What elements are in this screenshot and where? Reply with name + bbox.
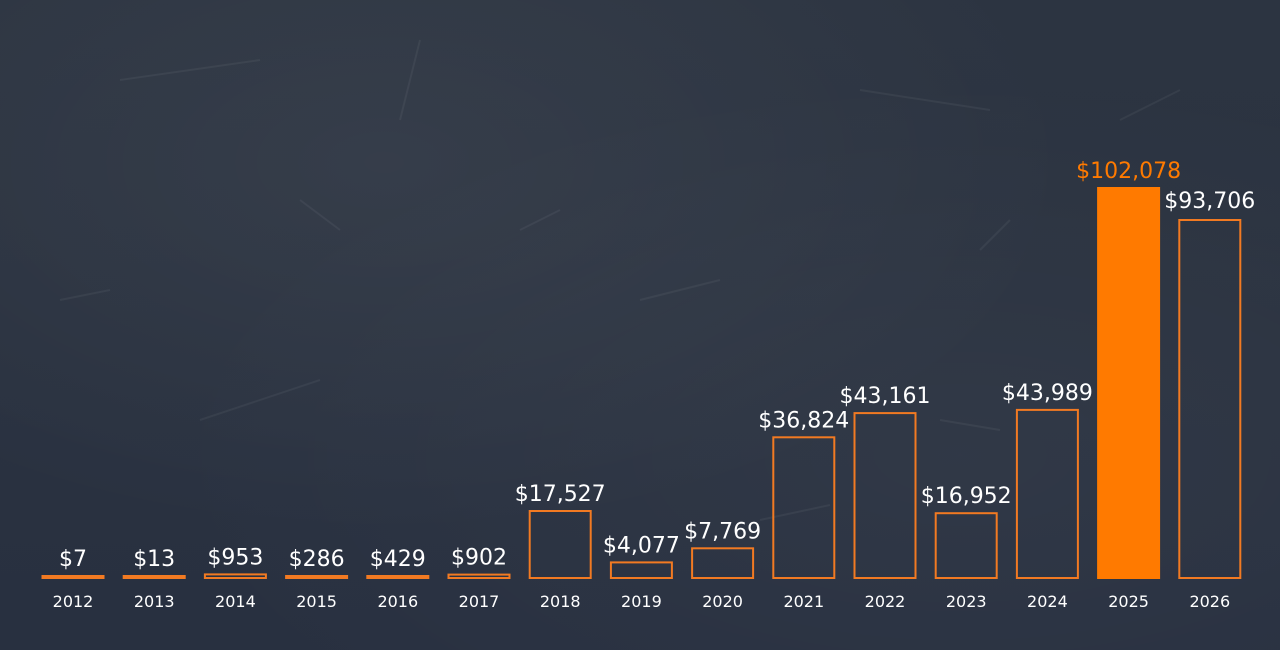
bar-2013 [122,575,186,579]
chalk-scratch [639,279,721,301]
bars-layer [41,187,1242,580]
value-label-2021: $36,824 [758,408,849,433]
value-label-2017: $902 [451,546,507,571]
bar-2021 [772,436,836,579]
chalk-scratch [859,89,991,111]
category-label-2026: 2026 [1189,592,1230,611]
value-label-2019: $4,077 [603,533,680,558]
bar-2016 [366,575,430,579]
value-label-2025: $102,078 [1076,159,1181,184]
chalk-scratch [1119,89,1181,121]
chalk-scratch [199,379,321,421]
category-label-2023: 2023 [946,592,987,611]
bar-2024 [1015,408,1079,579]
value-label-2026: $93,706 [1164,189,1255,214]
bar-2018 [528,510,592,579]
category-label-2017: 2017 [459,592,500,611]
bar-2023 [934,512,998,580]
chalk-scratch [939,419,1001,431]
value-label-2013: $13 [133,547,175,572]
chalk-scratch [399,39,421,121]
bar-2026 [1178,219,1242,579]
chalk-scratch [979,219,1011,251]
value-label-2023: $16,952 [921,484,1012,509]
category-label-2012: 2012 [53,592,94,611]
chalk-scratch [59,289,111,301]
category-labels-layer: 2012 2013 2014 2015 2016 2017 2018 2019 2020 2021… [53,592,1231,611]
category-label-2025: 2025 [1108,592,1149,611]
category-label-2019: 2019 [621,592,662,611]
chalk-scratch [299,199,341,231]
bar-2014 [203,573,267,580]
category-label-2016: 2016 [377,592,418,611]
chalk-scratch [759,504,831,521]
category-label-2021: 2021 [783,592,824,611]
category-label-2015: 2015 [296,592,337,611]
category-label-2024: 2024 [1027,592,1068,611]
bar-2025 [1097,187,1161,579]
value-label-2016: $429 [370,547,426,572]
value-label-2022: $43,161 [840,384,931,409]
value-label-2024: $43,989 [1002,381,1093,406]
value-label-2012: $7 [59,547,87,572]
category-label-2014: 2014 [215,592,256,611]
category-label-2013: 2013 [134,592,175,611]
value-label-2015: $286 [289,547,345,572]
chalk-scratch [119,59,261,81]
bar-2012 [41,575,105,579]
value-label-2018: $17,527 [515,482,606,507]
bar-2022 [853,412,917,579]
bar-2015 [285,575,349,579]
value-label-2014: $953 [207,545,263,570]
category-label-2020: 2020 [702,592,743,611]
category-label-2018: 2018 [540,592,581,611]
chalkboard-texture [59,39,1181,521]
value-label-2020: $7,769 [684,519,761,544]
category-label-2022: 2022 [865,592,906,611]
chalk-scratch [519,209,561,231]
bar-2019 [609,561,673,580]
bar-2020 [691,547,755,579]
bar-2017 [447,573,511,579]
value-labels-layer: $7 $13 $953 $286 $429 $902 $17,527 $4,077$7,769… [59,159,1255,572]
